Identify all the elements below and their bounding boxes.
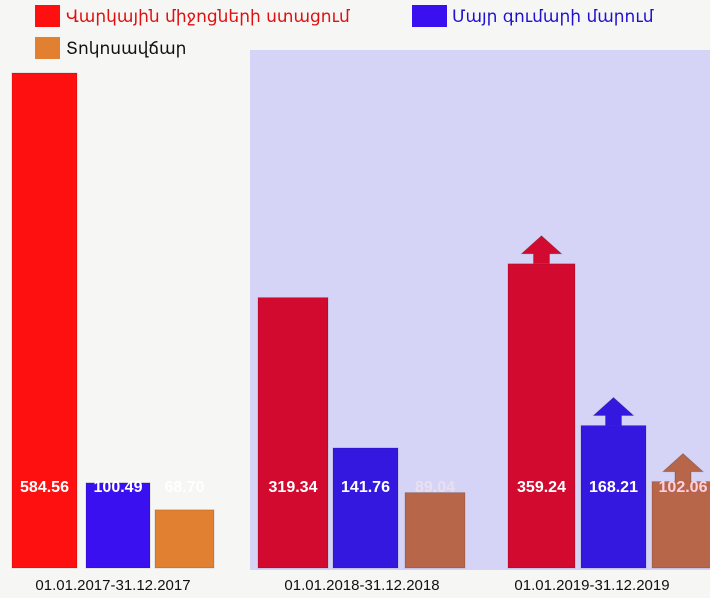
bar xyxy=(85,482,151,569)
x-tick-label: 01.01.2017-31.12.2017 xyxy=(35,577,190,594)
x-tick-label: 01.01.2019-31.12.2019 xyxy=(514,577,669,594)
value-label: 168.21 xyxy=(589,479,638,496)
legend-swatch xyxy=(412,5,447,27)
x-tick-label: 01.01.2018-31.12.2018 xyxy=(284,577,439,594)
value-label: 359.24 xyxy=(517,479,566,496)
value-label: 141.76 xyxy=(341,479,390,496)
value-label: 319.34 xyxy=(269,479,318,496)
value-label: 68.70 xyxy=(164,479,204,496)
bar xyxy=(257,297,329,569)
arrow-icon xyxy=(592,396,635,426)
value-label: 89.04 xyxy=(415,479,455,496)
bar xyxy=(154,509,215,569)
legend-swatch xyxy=(35,5,60,27)
arrow-icon xyxy=(661,452,705,482)
legend-label: Տոկոսավճար xyxy=(66,39,186,59)
bar xyxy=(507,263,576,569)
bar xyxy=(651,481,710,569)
legend-label: Մայր գումարի մարում xyxy=(452,7,654,27)
legend-label: Վարկային միջոցների ստացում xyxy=(66,7,350,27)
bar xyxy=(332,447,399,569)
bar xyxy=(404,492,466,569)
legend-swatch xyxy=(35,37,60,59)
arrow-icon xyxy=(520,235,563,264)
bar xyxy=(580,425,647,569)
value-label: 102.06 xyxy=(659,479,708,496)
bar xyxy=(11,72,78,569)
value-label: 100.49 xyxy=(94,479,143,496)
value-label: 584.56 xyxy=(20,479,69,496)
